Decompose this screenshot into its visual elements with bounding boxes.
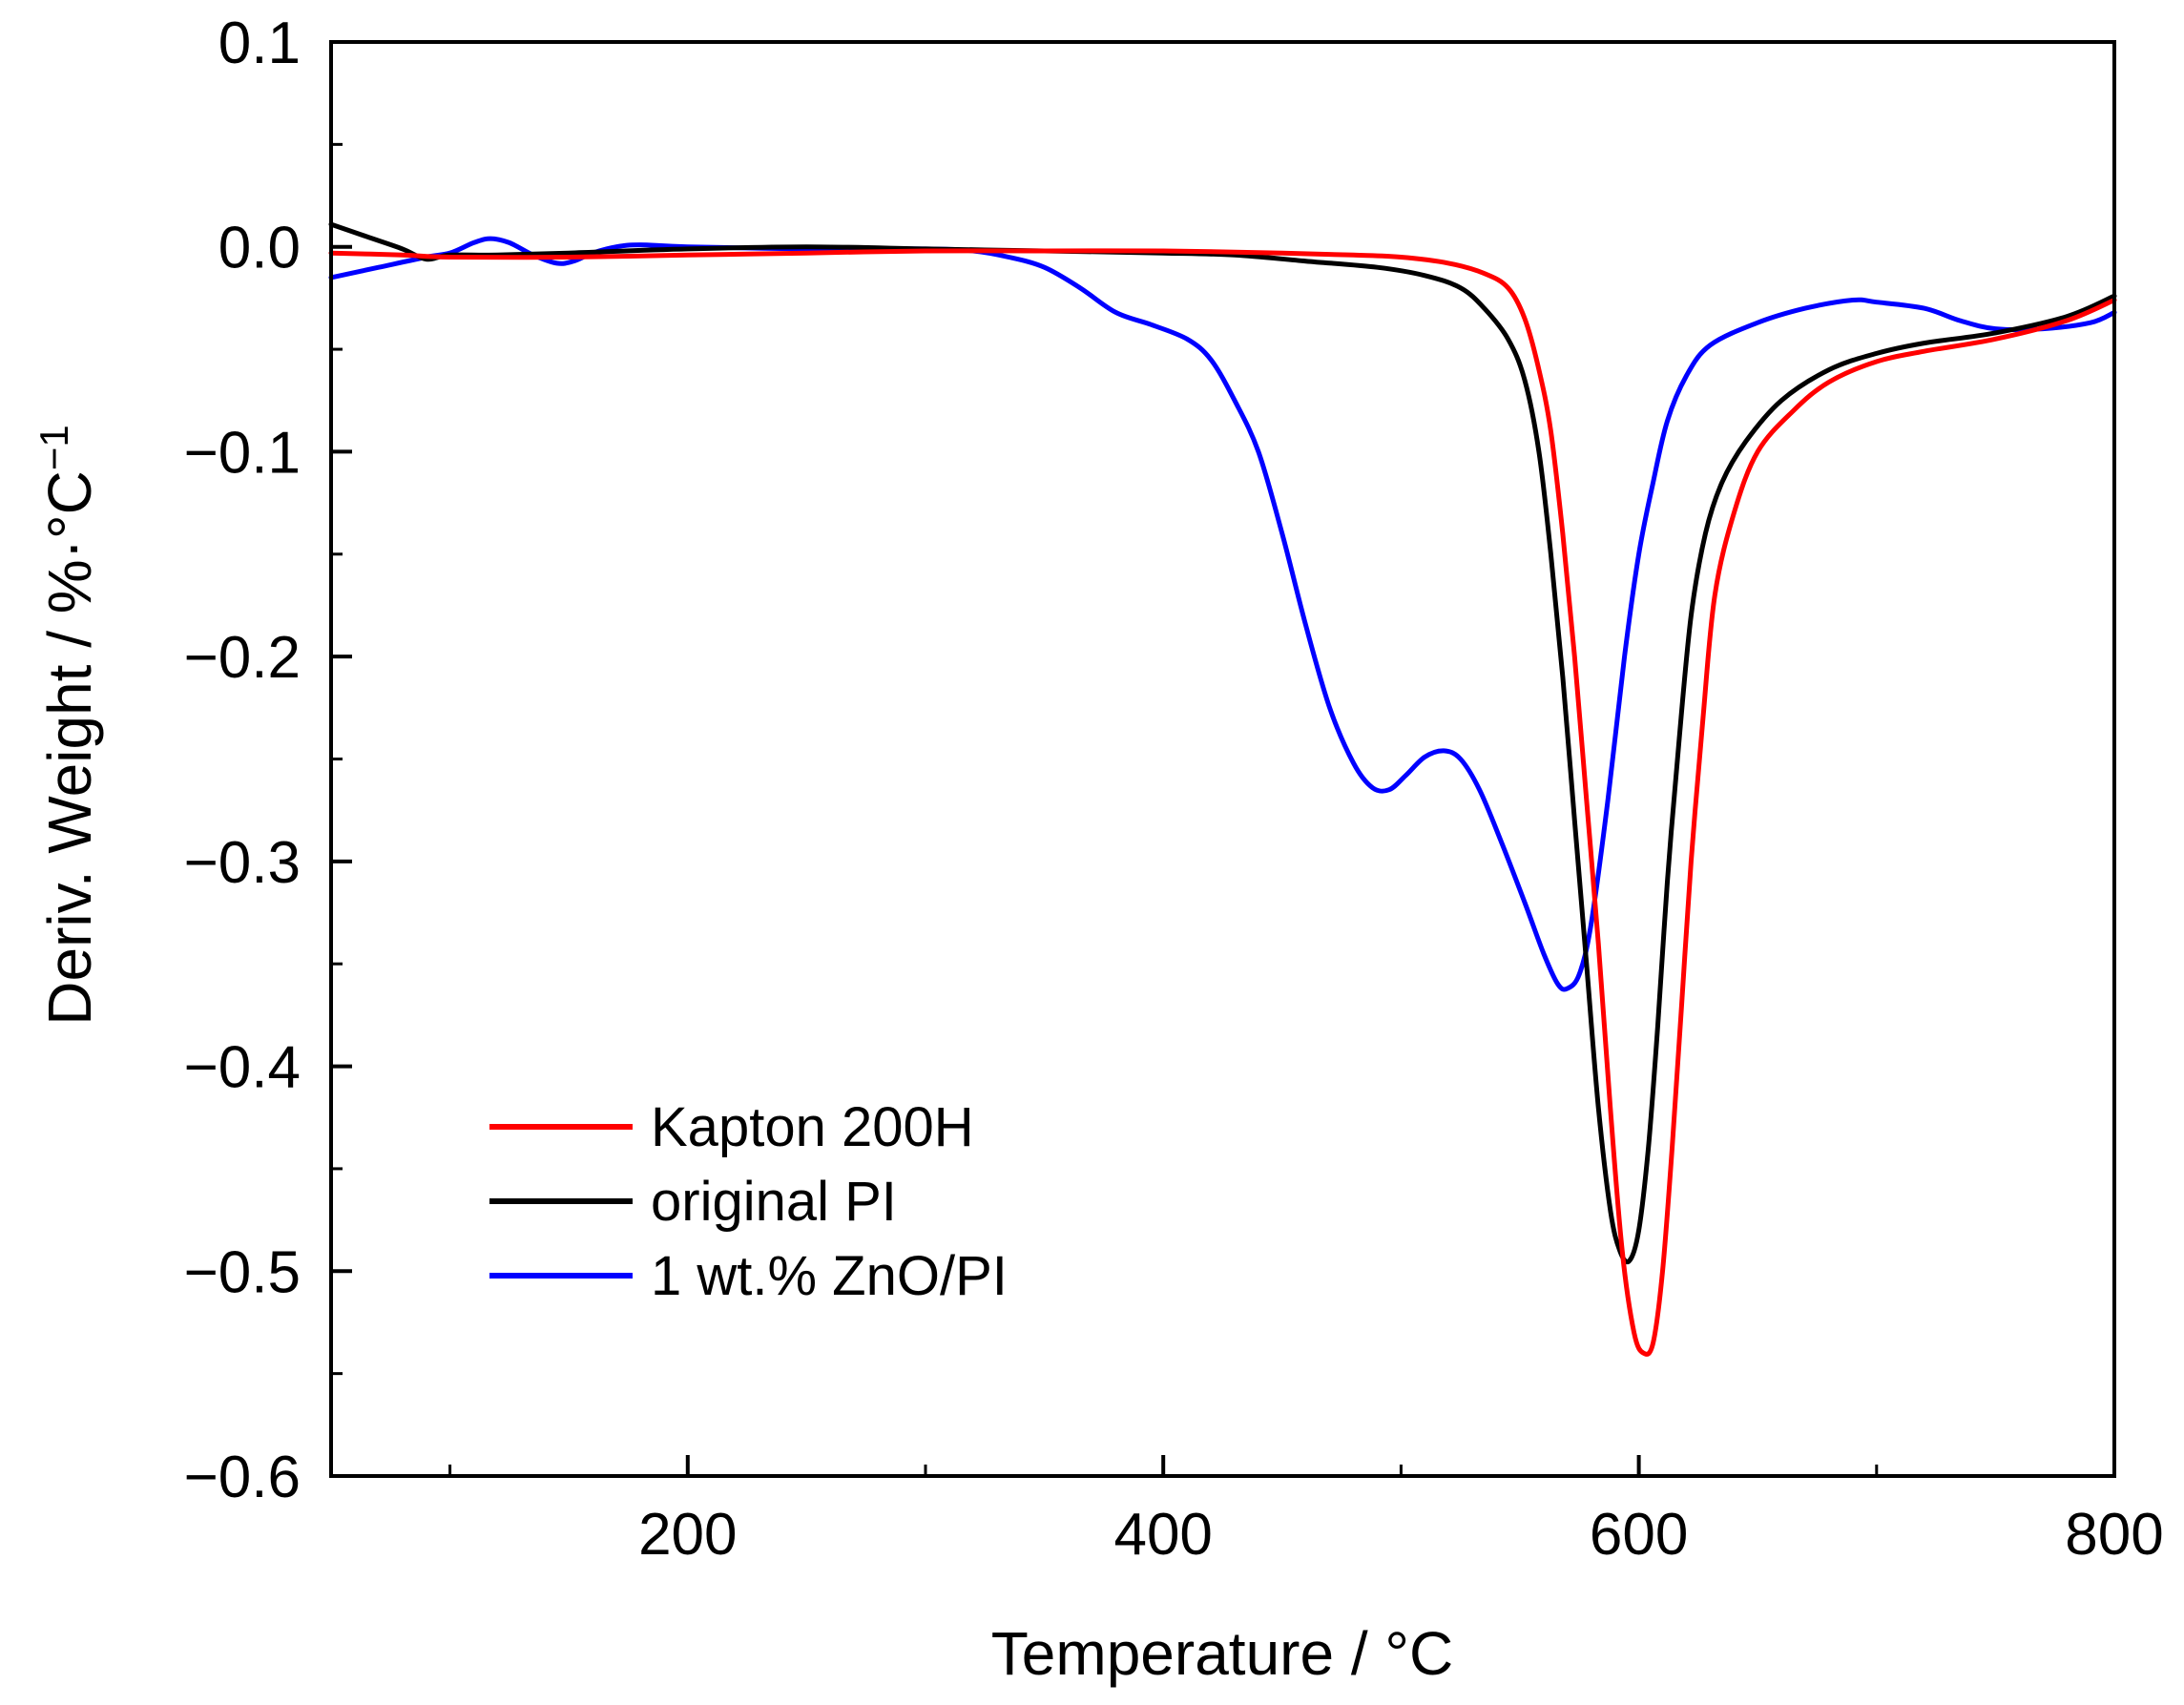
plot-frame bbox=[329, 40, 2116, 1478]
x-tick-label: 600 bbox=[1590, 1502, 1688, 1568]
x-tick-label: 400 bbox=[1113, 1502, 1212, 1568]
y-tick-label: −0.5 bbox=[184, 1239, 301, 1305]
y-axis-title-superscript: −1 bbox=[31, 425, 76, 470]
x-tick-label: 200 bbox=[638, 1502, 737, 1568]
series-layer bbox=[328, 221, 2117, 1357]
y-tick-label: −0.2 bbox=[184, 625, 301, 691]
x-axis-title: Temperature / °C bbox=[991, 1619, 1453, 1688]
y-tick-label: −0.6 bbox=[184, 1445, 301, 1510]
series-line-kapton-200h bbox=[328, 248, 2117, 1357]
y-axis-title: Deriv. Weight / %·°C−1 bbox=[31, 425, 104, 1025]
legend-label-original-pi: original PI bbox=[651, 1171, 897, 1233]
y-tick-label: 0.1 bbox=[218, 10, 301, 76]
series-line-1-wt-zno-pi bbox=[328, 236, 2117, 992]
y-tick-label: −0.4 bbox=[184, 1035, 301, 1101]
series-line-original-pi bbox=[328, 221, 2117, 1265]
axes-layer: 200 400 600 800 0.1 0.0 −0.1 −0.2 −0.3 −0.4 −0.5 −0… bbox=[184, 10, 2164, 1568]
x-tick-label: 800 bbox=[2065, 1502, 2163, 1568]
legend-label-1-wt-zno-pi: 1 wt.% ZnO/PI bbox=[651, 1245, 1008, 1307]
legend-label-kapton-200h: Kapton 200H bbox=[651, 1096, 974, 1158]
y-tick-label: −0.3 bbox=[184, 830, 301, 896]
y-tick-label: 0.0 bbox=[218, 216, 301, 281]
legend: Kapton 200H original PI 1 wt.% ZnO/PI bbox=[489, 1096, 1008, 1307]
y-tick-label: −0.1 bbox=[184, 420, 301, 486]
y-axis-title-text: Deriv. Weight / %·°C bbox=[35, 470, 104, 1026]
